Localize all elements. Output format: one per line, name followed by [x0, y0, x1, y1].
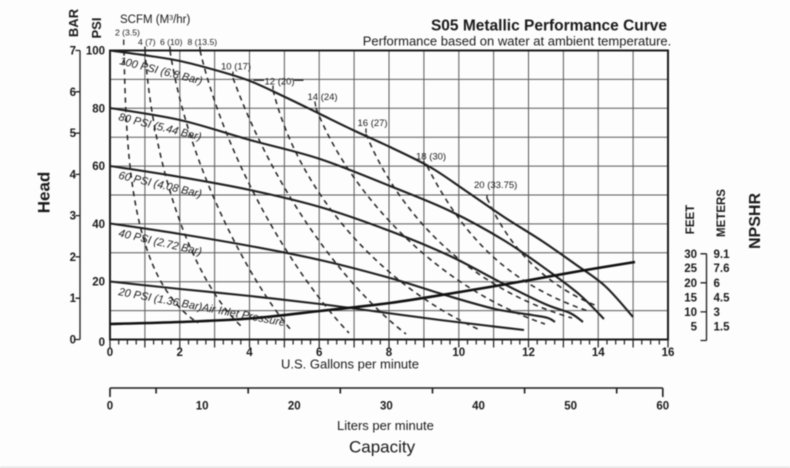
svg-text:7.6: 7.6 — [714, 263, 730, 275]
svg-text:0: 0 — [107, 347, 113, 359]
svg-text:25: 25 — [684, 263, 697, 275]
svg-text:10: 10 — [452, 347, 465, 359]
svg-text:20: 20 — [684, 278, 697, 290]
svg-text:4 (7): 4 (7) — [138, 37, 156, 47]
svg-text:4: 4 — [70, 169, 77, 181]
svg-text:60: 60 — [92, 161, 105, 173]
svg-text:8: 8 — [386, 347, 393, 359]
svg-text:2: 2 — [177, 347, 183, 359]
svg-text:Head: Head — [35, 172, 54, 214]
svg-text:20 (33.75): 20 (33.75) — [474, 180, 517, 191]
svg-text:16 (27): 16 (27) — [358, 118, 388, 129]
svg-text:2: 2 — [70, 252, 76, 264]
svg-text:0: 0 — [70, 335, 76, 347]
svg-text:6: 6 — [714, 278, 720, 290]
svg-text:PSI: PSI — [89, 18, 104, 39]
svg-text:20: 20 — [92, 277, 105, 289]
svg-text:Liters per minute: Liters per minute — [337, 418, 434, 433]
svg-text:10: 10 — [196, 401, 209, 413]
svg-text:6 (10): 6 (10) — [160, 37, 183, 47]
svg-text:BAR: BAR — [66, 8, 81, 37]
svg-text:METERS: METERS — [716, 189, 728, 237]
svg-text:7: 7 — [70, 46, 76, 58]
svg-text:15: 15 — [684, 292, 697, 304]
svg-text:Capacity: Capacity — [349, 438, 416, 457]
svg-text:1.5: 1.5 — [714, 322, 731, 334]
svg-text:U.S. Gallons per minute: U.S. Gallons per minute — [281, 357, 419, 372]
svg-text:S05 Metallic Performance Curve: S05 Metallic Performance Curve — [431, 18, 667, 35]
svg-text:12 (20): 12 (20) — [265, 77, 295, 88]
svg-text:50: 50 — [564, 401, 577, 413]
svg-text:10 (17): 10 (17) — [221, 62, 251, 73]
svg-text:100: 100 — [86, 46, 105, 58]
svg-text:4.5: 4.5 — [714, 292, 731, 304]
svg-text:10: 10 — [684, 307, 697, 319]
svg-text:SCFM (M3/hr): SCFM (M3/hr) — [120, 14, 191, 26]
svg-text:9.1: 9.1 — [714, 249, 731, 261]
svg-text:16: 16 — [662, 347, 675, 359]
svg-text:40: 40 — [92, 219, 105, 231]
svg-text:3: 3 — [70, 211, 76, 223]
svg-text:30: 30 — [380, 401, 393, 413]
svg-text:1: 1 — [70, 293, 77, 305]
svg-text:14 (24): 14 (24) — [308, 92, 338, 103]
svg-text:20: 20 — [288, 401, 301, 413]
svg-text:18 (30): 18 (30) — [416, 152, 446, 163]
svg-text:14: 14 — [592, 347, 605, 359]
svg-text:60: 60 — [656, 401, 669, 413]
svg-text:5: 5 — [70, 128, 77, 140]
svg-text:30: 30 — [684, 249, 697, 261]
svg-text:5: 5 — [691, 322, 698, 334]
svg-text:Performance based on water at: Performance based on water at ambient te… — [363, 33, 672, 48]
svg-text:6: 6 — [70, 87, 76, 99]
svg-text:40: 40 — [472, 401, 485, 413]
svg-text:80: 80 — [92, 103, 105, 115]
svg-text:2 (3.5): 2 (3.5) — [115, 28, 140, 38]
svg-text:3: 3 — [714, 307, 720, 319]
svg-text:8 (13.5): 8 (13.5) — [188, 37, 218, 47]
svg-text:0: 0 — [99, 337, 105, 349]
svg-text:NPSHR: NPSHR — [747, 193, 764, 249]
svg-text:12: 12 — [522, 347, 535, 359]
svg-text:FEET: FEET — [685, 205, 697, 234]
svg-text:4: 4 — [246, 347, 253, 359]
svg-text:0: 0 — [107, 401, 113, 413]
svg-text:6: 6 — [316, 347, 322, 359]
